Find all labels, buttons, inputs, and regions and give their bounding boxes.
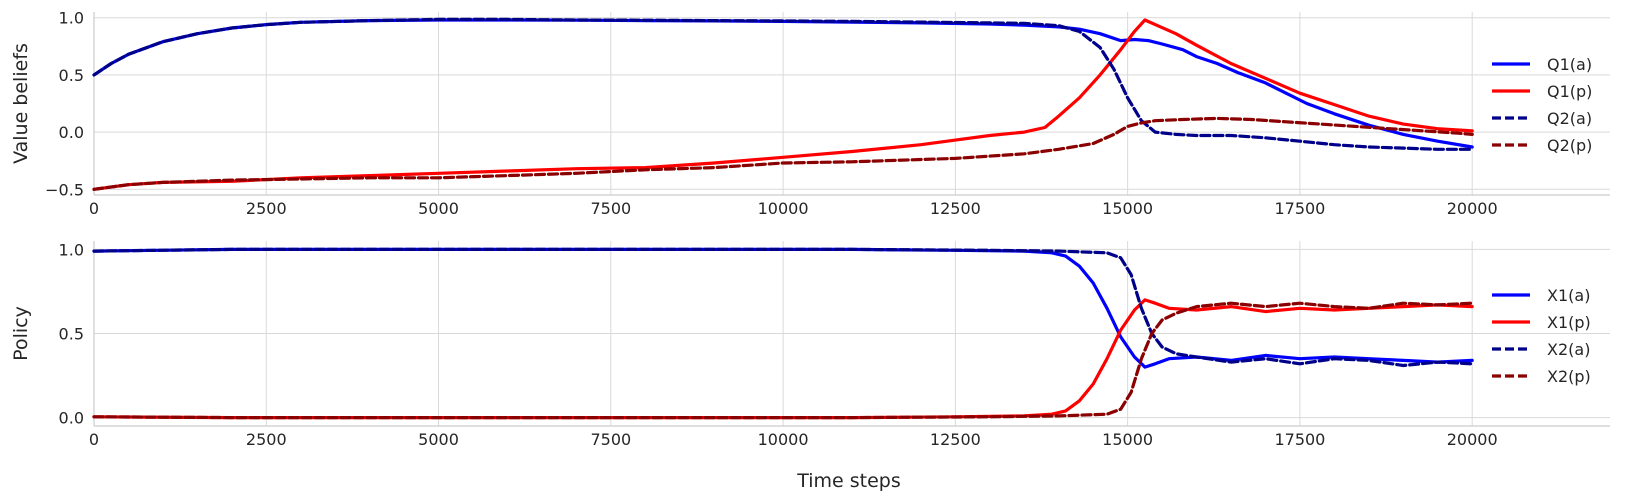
legend-label: X1(p) <box>1547 313 1591 332</box>
x-tick-label: 20000 <box>1447 199 1498 218</box>
legend-label: Q1(p) <box>1547 82 1592 101</box>
series-line-x2p <box>92 301 1474 420</box>
x-tick-label: 5000 <box>418 199 459 218</box>
x-tick-label: 2500 <box>246 430 287 449</box>
x-tick-label: 0 <box>89 430 99 449</box>
legend: Q1(a) Q1(p) Q2(a) Q2(p) <box>1492 55 1592 155</box>
legend-label: Q2(a) <box>1547 109 1592 128</box>
policy-panel: 0 2500 5000 7500 10000 12500 15000 17500 20000 0.… <box>10 240 1610 492</box>
x-tick-label: 12500 <box>930 199 981 218</box>
y-axis-label: Policy <box>10 306 32 361</box>
legend: X1(a) X1(p) X2(a) X2(p) <box>1492 286 1591 386</box>
y-tick-label: 1.0 <box>59 9 84 28</box>
x-tick-label: 12500 <box>930 430 981 449</box>
y-axis-label: Value beliefs <box>10 43 32 164</box>
legend-label: Q2(p) <box>1547 136 1592 155</box>
y-tick-label: 0.5 <box>59 66 84 85</box>
x-tick-label: 7500 <box>590 430 631 449</box>
x-axis-label: Time steps <box>796 470 901 492</box>
x-tick-label: 15000 <box>1102 430 1153 449</box>
series-line-q2p <box>92 116 1474 191</box>
x-tick-label: 5000 <box>418 430 459 449</box>
legend-label: Q1(a) <box>1547 55 1592 74</box>
y-tick-label: 0.0 <box>59 409 84 428</box>
x-tick-label: 15000 <box>1102 199 1153 218</box>
legend-label: X2(p) <box>1547 367 1591 386</box>
x-tick-label: 20000 <box>1447 430 1498 449</box>
legend-label: X2(a) <box>1547 340 1590 359</box>
series-line-q1p <box>92 18 1474 191</box>
y-tick-label: −0.5 <box>45 180 84 199</box>
series-line-q2a <box>92 17 1474 151</box>
y-tick-label: 0.5 <box>59 325 84 344</box>
value-beliefs-panel: 0 2500 5000 7500 10000 12500 15000 17500 20000 −0… <box>10 9 1610 218</box>
legend-label: X1(a) <box>1547 286 1590 305</box>
y-tick-label: 0.0 <box>59 123 84 142</box>
x-tick-label: 10000 <box>758 199 809 218</box>
x-tick-label: 17500 <box>1274 430 1325 449</box>
x-tick-label: 17500 <box>1274 199 1325 218</box>
x-tick-label: 7500 <box>590 199 631 218</box>
y-tick-label: 1.0 <box>59 240 84 259</box>
x-tick-label: 10000 <box>758 430 809 449</box>
x-tick-label: 0 <box>89 199 99 218</box>
x-tick-label: 2500 <box>246 199 287 218</box>
